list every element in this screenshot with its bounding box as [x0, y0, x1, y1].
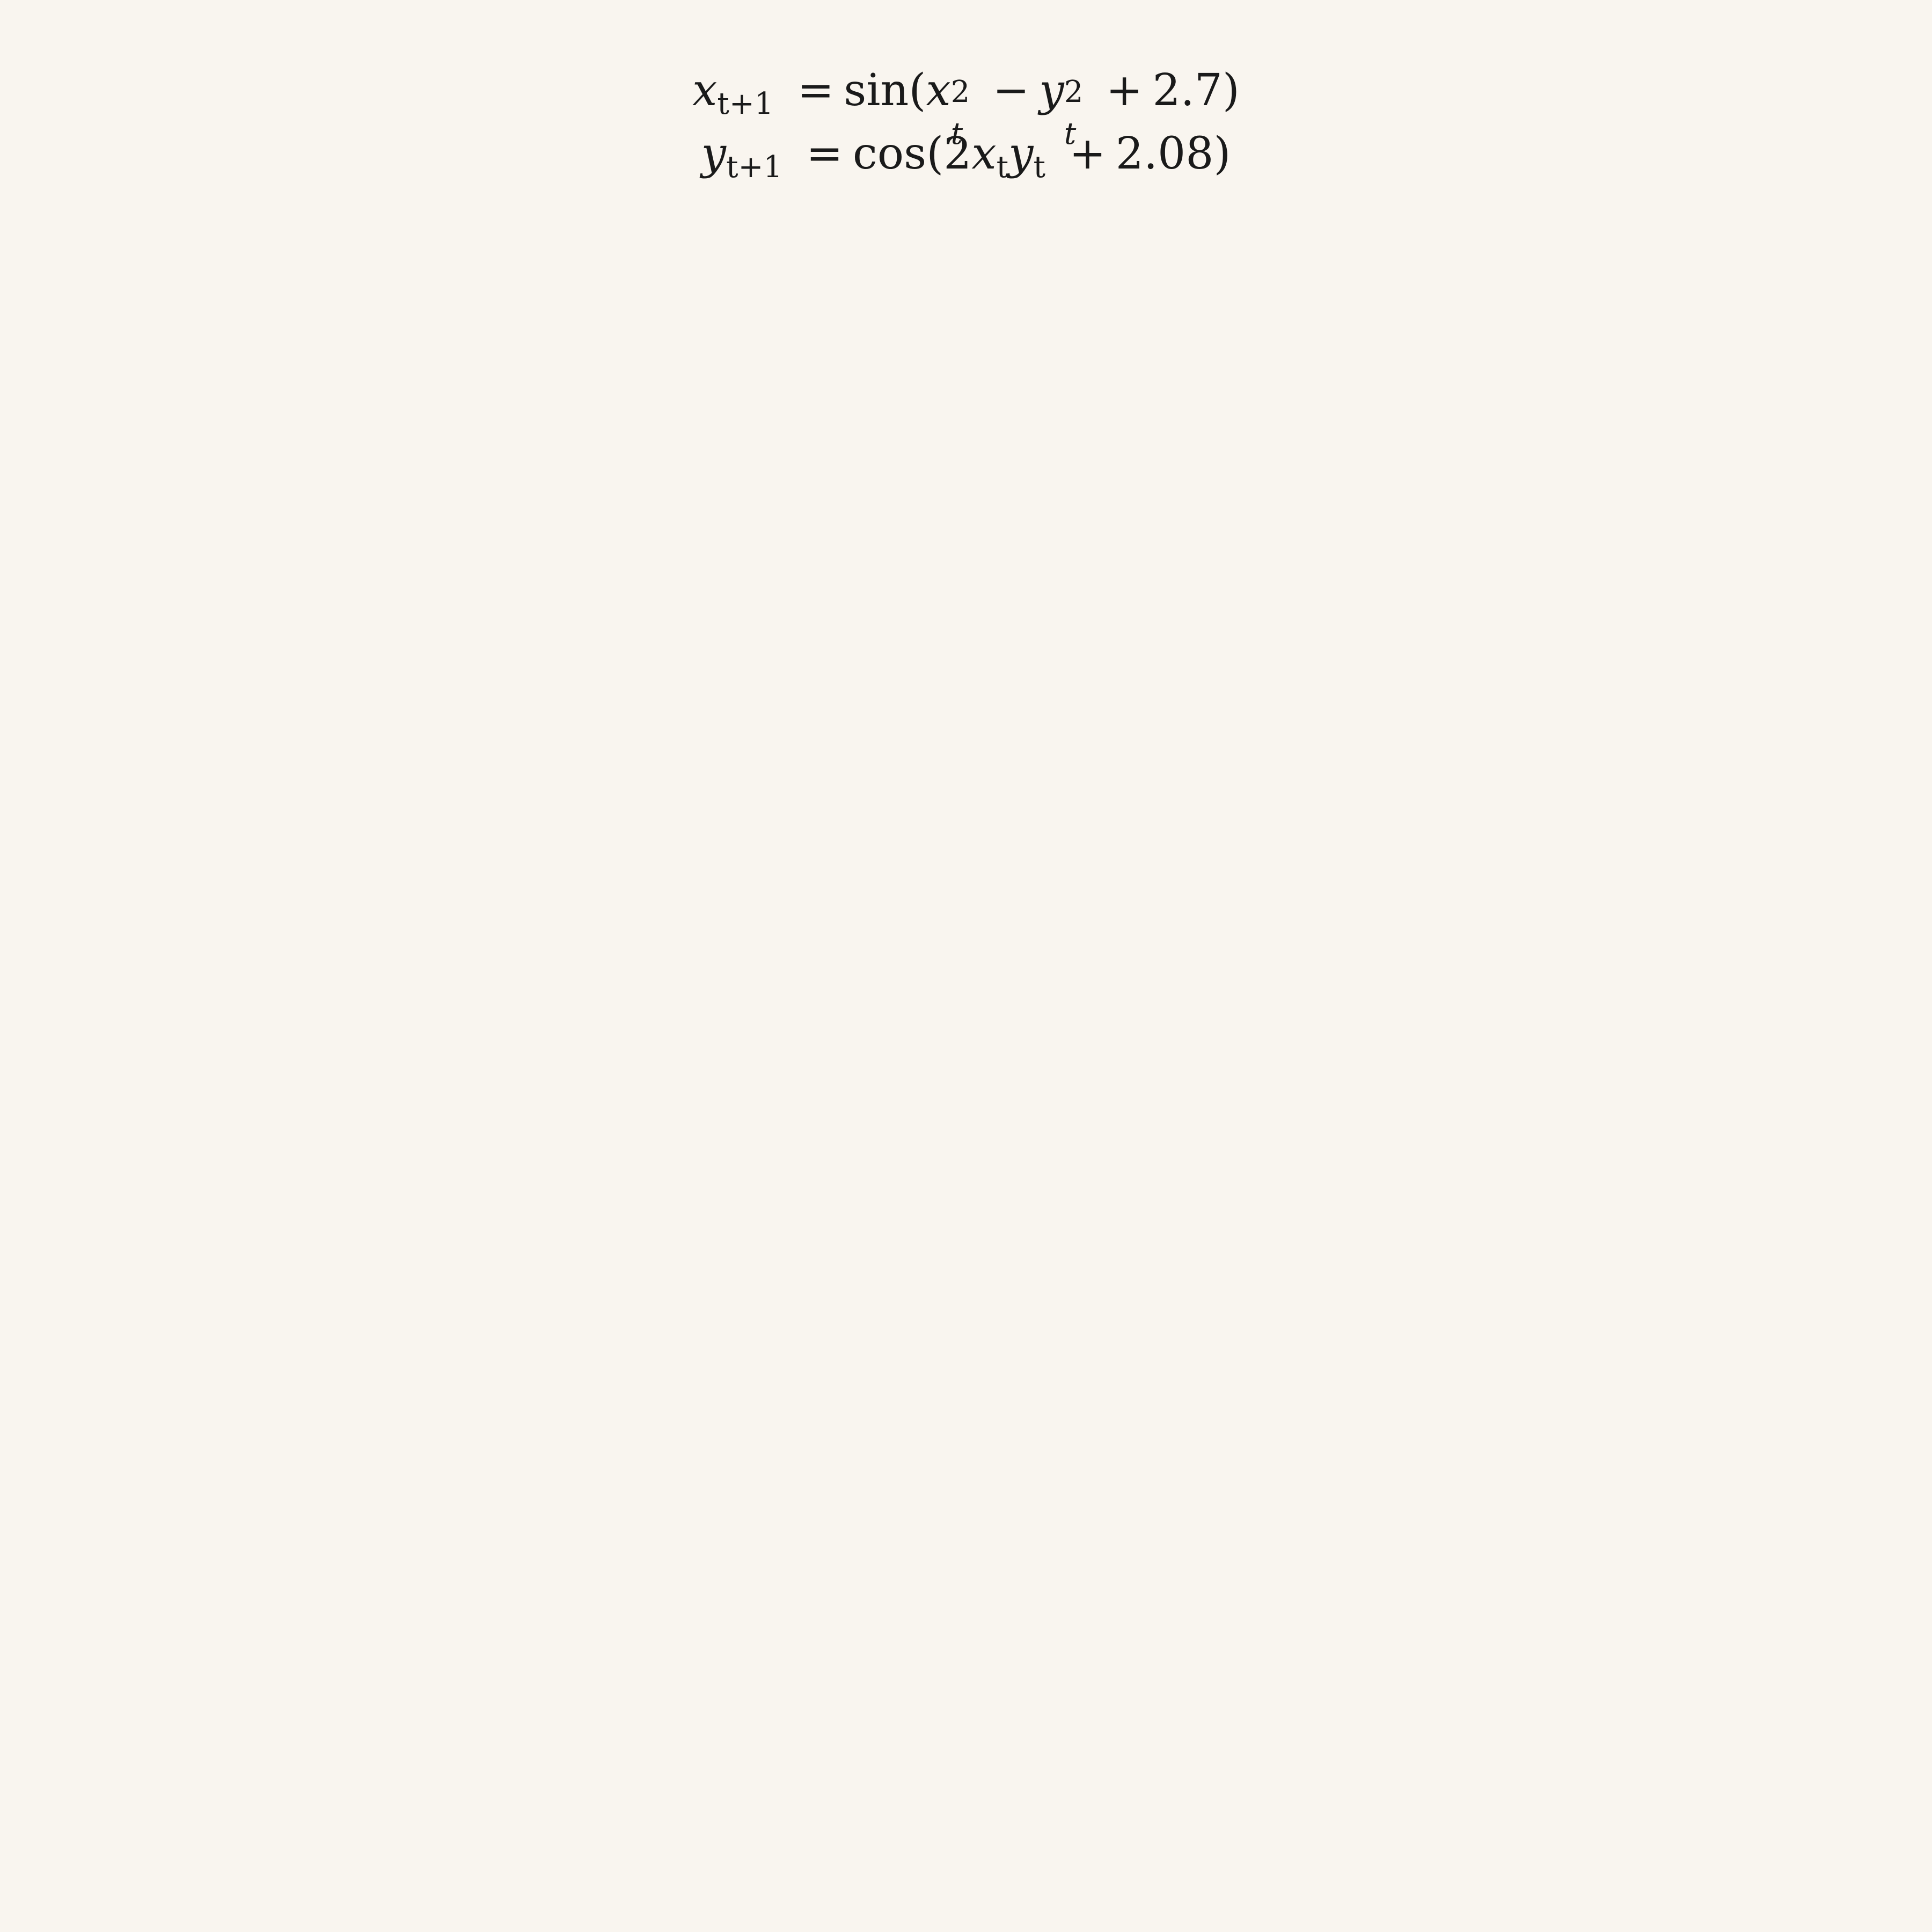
- eq2-term-a-variable: x: [971, 128, 997, 179]
- eq1-equals: =: [797, 65, 835, 116]
- equation-x-update: xt+1 = sin(x 2 t − y 2 t +2.7): [0, 59, 1932, 151]
- eq2-lhs-subscript: t+1: [726, 150, 783, 185]
- eq1-lhs-variable: x: [692, 65, 718, 116]
- eq2-plus: +: [1069, 128, 1106, 179]
- eq1-term-a-variable: x: [926, 65, 951, 116]
- eq1-term-b-exponent: 2: [1064, 75, 1084, 109]
- eq1-close-paren: ): [1222, 65, 1240, 116]
- eq1-plus: +: [1106, 65, 1143, 116]
- eq1-constant: 2.7: [1152, 65, 1223, 116]
- eq1-term-b-subscript: t: [1064, 116, 1077, 151]
- eq1-term-a-exponent: 2: [950, 75, 970, 109]
- eq1-minus: −: [992, 65, 1030, 116]
- eq1-term-a-subscript: t: [950, 116, 963, 151]
- eq2-lhs-variable: y: [701, 128, 726, 179]
- eq1-function: sin(: [844, 65, 926, 116]
- eq1-term-b-variable: y: [1039, 65, 1064, 116]
- eq1-lhs-subscript: t+1: [717, 86, 774, 121]
- eq2-constant: 2.08: [1115, 128, 1214, 179]
- eq2-term-a-subscript: t: [996, 150, 1009, 185]
- equation-block: xt+1 = sin(x 2 t − y 2 t +2.7) yt+1 = cos(2xtyt…: [0, 59, 1932, 186]
- eq2-term-b-variable: y: [1008, 128, 1034, 179]
- eq2-function: cos(: [852, 128, 944, 179]
- eq2-equals: =: [806, 128, 843, 179]
- eq2-term-b-subscript: t: [1033, 150, 1045, 185]
- equation-y-update: yt+1 = cos(2xtyt +2.08): [0, 122, 1932, 186]
- eq2-coefficient: 2: [943, 128, 972, 179]
- eq2-close-paren: ): [1213, 128, 1231, 179]
